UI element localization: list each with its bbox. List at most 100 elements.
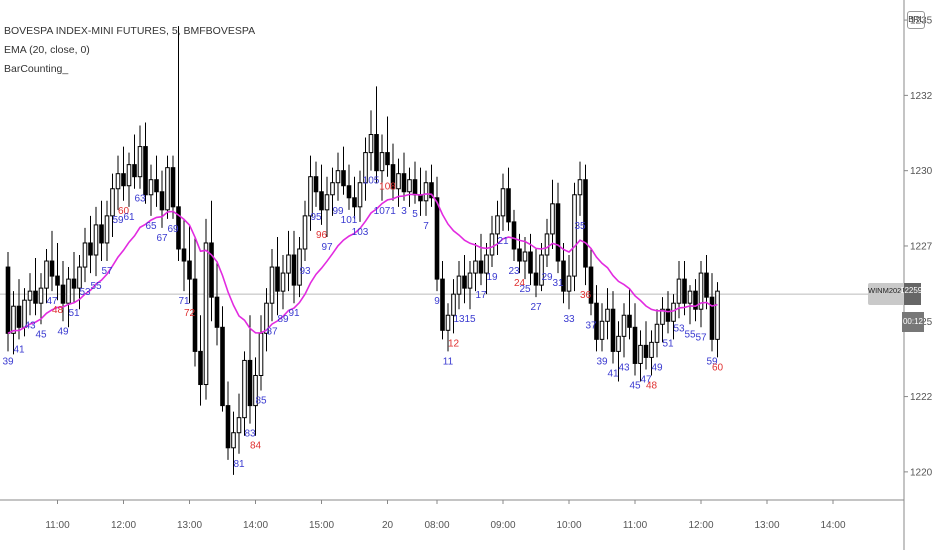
candle-up — [676, 278, 682, 304]
bar-count-label: 49 — [651, 362, 663, 373]
bar-count-label: 12 — [448, 338, 460, 349]
bar-count-label: 57 — [101, 266, 113, 277]
x-tick-label: 14:00 — [820, 520, 845, 531]
barcounting-indicator-label[interactable]: BarCounting_ — [4, 63, 69, 75]
candle-down — [478, 260, 484, 274]
bar-count-label: 85 — [255, 396, 267, 407]
candle-down — [247, 359, 253, 407]
candle-down — [511, 221, 517, 250]
candle-down — [55, 275, 60, 286]
candle-up — [638, 344, 643, 364]
candle-up — [126, 164, 132, 187]
x-tick-label: 12:00 — [111, 520, 136, 531]
bar-count-label: 55 — [90, 281, 102, 292]
candle-down — [121, 173, 126, 187]
candle-down — [528, 251, 533, 274]
candle-up — [302, 215, 308, 250]
candle-up — [489, 233, 495, 256]
candle-down — [33, 290, 38, 304]
candle-down — [214, 296, 220, 328]
candle-down — [176, 206, 181, 250]
candle-down — [220, 326, 225, 407]
x-tick-label: 12:00 — [688, 520, 713, 531]
candle-down — [198, 350, 203, 386]
candle-down — [346, 185, 352, 199]
candle-down — [159, 191, 165, 211]
candle-down — [583, 179, 588, 268]
bar-count-label: 36 — [580, 290, 592, 301]
candle-up — [330, 182, 335, 196]
bar-count-label: 1 — [390, 206, 396, 217]
bar-count-label: 9 — [434, 296, 440, 307]
candle-down — [99, 224, 104, 244]
bar-count-label: 53 — [673, 323, 685, 334]
candle-up — [137, 146, 143, 178]
candle-down — [682, 278, 687, 304]
bar-count-label: 91 — [288, 308, 300, 319]
candle-down — [610, 308, 616, 352]
candle-up — [297, 248, 302, 286]
candle-down — [291, 254, 297, 286]
candle-up — [544, 233, 550, 256]
candle-up — [423, 182, 429, 202]
bar-count-label: 105 — [363, 176, 380, 187]
bar-count-label: 21 — [497, 236, 509, 247]
candle-up — [324, 194, 330, 211]
bar-count-label: 13 — [453, 314, 465, 325]
ema-layer — [7, 193, 718, 335]
x-tick-label: 15:00 — [309, 520, 334, 531]
candle-down — [561, 260, 566, 292]
candle-up — [357, 182, 363, 208]
bar-count-label: 49 — [57, 326, 69, 337]
x-tick-label: 13:00 — [754, 520, 779, 531]
candle-down — [412, 179, 418, 196]
bar-count-label: 17 — [475, 290, 487, 301]
candle-up — [671, 302, 676, 322]
x-tick-label: 14:00 — [243, 520, 268, 531]
candle-down — [275, 266, 280, 292]
candle-up — [654, 323, 660, 343]
candle-up — [38, 287, 44, 304]
bar-count-label: 51 — [662, 338, 674, 349]
candle-down — [154, 179, 159, 193]
candle-down — [665, 308, 671, 322]
bar-count-label: 35 — [574, 221, 586, 232]
bar-count-label: 7 — [423, 221, 429, 232]
price-tag-price: 122590 — [900, 286, 927, 295]
currency-badge[interactable]: BRL — [907, 11, 925, 29]
bar-count-label: 89 — [277, 314, 289, 325]
candle-down — [627, 314, 632, 328]
bar-count-label: 72 — [184, 308, 196, 319]
candle-up — [258, 332, 264, 376]
bar-count-label: 97 — [321, 242, 333, 253]
candle-up — [148, 179, 154, 196]
ema-indicator-label[interactable]: EMA (20, close, 0) — [4, 44, 90, 56]
candle-up — [407, 179, 412, 193]
candle-up — [104, 215, 110, 244]
bar-count-label: 71 — [178, 296, 190, 307]
bar-count-label: 41 — [607, 368, 619, 379]
x-tick-label: 20 — [382, 520, 394, 531]
candle-up — [308, 176, 313, 217]
x-tick-label: 11:00 — [45, 520, 70, 531]
candle-up — [242, 359, 247, 419]
bar-count-label: 96 — [316, 230, 328, 241]
candle-up — [44, 260, 49, 289]
bar-count-label: 103 — [352, 227, 369, 238]
candle-up — [280, 272, 286, 292]
candle-up — [451, 293, 456, 316]
candle-down — [319, 191, 324, 211]
y-tick-label: 123000 — [910, 166, 932, 177]
candle-up — [115, 173, 121, 190]
bar-count-label: 51 — [68, 308, 80, 319]
bar-count-label: 45 — [35, 329, 47, 340]
candle-up — [236, 417, 242, 434]
candle-down — [187, 260, 192, 280]
candle-down — [555, 203, 561, 262]
candle-down — [60, 284, 66, 304]
ema-line — [7, 193, 718, 335]
candle-down — [143, 146, 148, 196]
bar-count-label: 3 — [401, 206, 407, 217]
